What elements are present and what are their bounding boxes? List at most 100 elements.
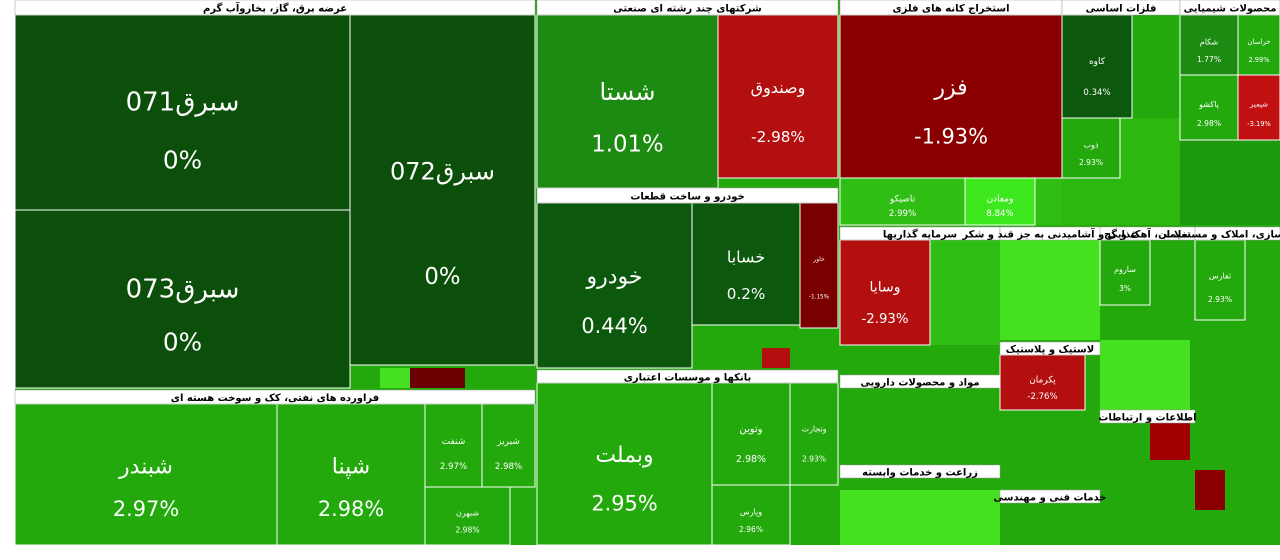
tile-value: 2.97% [440, 462, 467, 472]
tile-value: 2.95% [591, 492, 657, 516]
tile-value: 2.97% [113, 497, 179, 521]
tile-name: تاصیکو [889, 195, 916, 205]
tile-name: ساروم [1114, 265, 1136, 274]
sector-title: شرکتهای چند رشته ای صنعتی [613, 4, 762, 15]
sector-title: خدمات فنی و مهندسی [994, 493, 1107, 504]
sector-title: مواد و محصولات دارویی [860, 378, 979, 389]
filler-tile [840, 490, 1000, 545]
sector-title: خودرو و ساخت قطعات [630, 192, 744, 203]
tile-value: -2.98% [751, 128, 805, 146]
tile [1061, 117, 1121, 179]
tile-value: 2.93% [1208, 295, 1232, 304]
tile-value: -2.76% [1027, 392, 1057, 402]
sector-header [839, 464, 1001, 479]
filler-tile [930, 240, 1000, 345]
tile-value: 3% [1119, 284, 1131, 293]
tile-value: -2.93% [861, 312, 908, 327]
tile-name: ذوب [1084, 141, 1099, 150]
tile [839, 14, 1063, 179]
tile [1194, 239, 1246, 321]
tile-name: وبملت [595, 443, 653, 468]
tile [711, 484, 791, 546]
tile [1179, 74, 1239, 141]
tile-value: 2.98% [495, 462, 522, 472]
tile [711, 382, 791, 486]
sector-title: فلزات اساسی [1086, 4, 1157, 15]
tile-name: وتوین [739, 424, 762, 435]
tile-value: 2.98% [318, 497, 384, 521]
filler-tile [1195, 470, 1225, 510]
sector-header [1194, 226, 1280, 241]
sector-header [14, 0, 536, 16]
tile-value: 0% [163, 328, 202, 357]
tile-name: ثفارس [1209, 272, 1231, 281]
tile [536, 382, 713, 546]
sector-title: غذایی و آشامیدنی به جز قند و شکر [961, 228, 1137, 241]
tile-name: وصندوق [751, 78, 806, 98]
sector-title: لاستیک و پلاستیک [1006, 345, 1094, 356]
tile-name: وسایا [870, 279, 901, 295]
tile [14, 403, 278, 546]
sector-title: انبوه سازی، املاک و مستغلات [1164, 230, 1280, 241]
tile-value: 2.98% [455, 526, 479, 535]
tile-name: شکام [1200, 38, 1219, 47]
tile [1237, 74, 1280, 141]
tile-name: شستا [599, 78, 655, 106]
tile-value: -1.15% [809, 294, 830, 300]
tile-value: 0.34% [1083, 88, 1110, 98]
tile [1061, 14, 1133, 119]
tile-value: 2.99% [1248, 56, 1269, 64]
sector-header [14, 389, 536, 405]
tile-name: خسابا [727, 247, 765, 266]
tile [799, 202, 839, 329]
sector-header [999, 341, 1101, 356]
tile [424, 486, 511, 546]
filler-tile [410, 368, 465, 388]
sector-title: فراورده های نفتی، کک و سوخت هسته ای [171, 393, 379, 404]
tile-value: 0% [424, 264, 460, 290]
filler-tile [1000, 240, 1100, 340]
tile [789, 382, 839, 486]
tile [276, 403, 426, 546]
tile-name: وپارس [740, 508, 762, 517]
tile-name: پاکشو [1198, 100, 1219, 109]
tile-name: سبرق071 [126, 87, 240, 117]
tile-name: فزر [933, 75, 967, 100]
sector-header [999, 226, 1101, 241]
tile [1099, 239, 1151, 306]
tile-value: 2.93% [1079, 158, 1103, 167]
tile-name: سبرق073 [126, 275, 240, 305]
tile-value: 0.44% [581, 314, 647, 338]
tile-name: خودرو [585, 264, 642, 289]
tile [964, 177, 1036, 226]
tile-name: شبهرن [456, 509, 479, 518]
sector-header [536, 0, 839, 16]
tile-value: 2.96% [739, 525, 763, 534]
filler-tile [1100, 340, 1190, 410]
tile [536, 14, 719, 189]
tile-value: 2.98% [1197, 119, 1221, 128]
sector-title: زراعت و خدمات وابسته [862, 468, 978, 479]
tile [349, 14, 536, 366]
tile-name: شبریز [496, 437, 520, 447]
tile-name: وتجارت [801, 424, 826, 433]
tile-name: کاوه [1089, 57, 1106, 67]
tile-name: سبرق072 [390, 158, 495, 186]
tile-value: -1.93% [914, 124, 988, 148]
tile-value: -3.19% [1247, 120, 1271, 128]
tile [691, 202, 801, 326]
tile-value: 1.01% [591, 131, 663, 157]
filler-tile [762, 348, 790, 368]
sector-title: سرمایه گذاریها [883, 228, 957, 241]
tile [424, 403, 483, 488]
tile-value: 2.99% [889, 209, 916, 219]
tile-name: شبندر [118, 454, 173, 479]
tile-name: خراسان [1247, 38, 1270, 46]
sector-title: بانکها و موسسات اعتباری [624, 373, 751, 384]
sector-title: استخراج کانه های فلزی [892, 4, 1009, 15]
tile-name: خاور [812, 256, 825, 263]
sector-title: سیمان، آهک و گچ [1104, 228, 1191, 241]
tile-value: 2.93% [802, 455, 826, 464]
tile-name: ومعادن [987, 195, 1014, 205]
sector-header [536, 369, 839, 384]
